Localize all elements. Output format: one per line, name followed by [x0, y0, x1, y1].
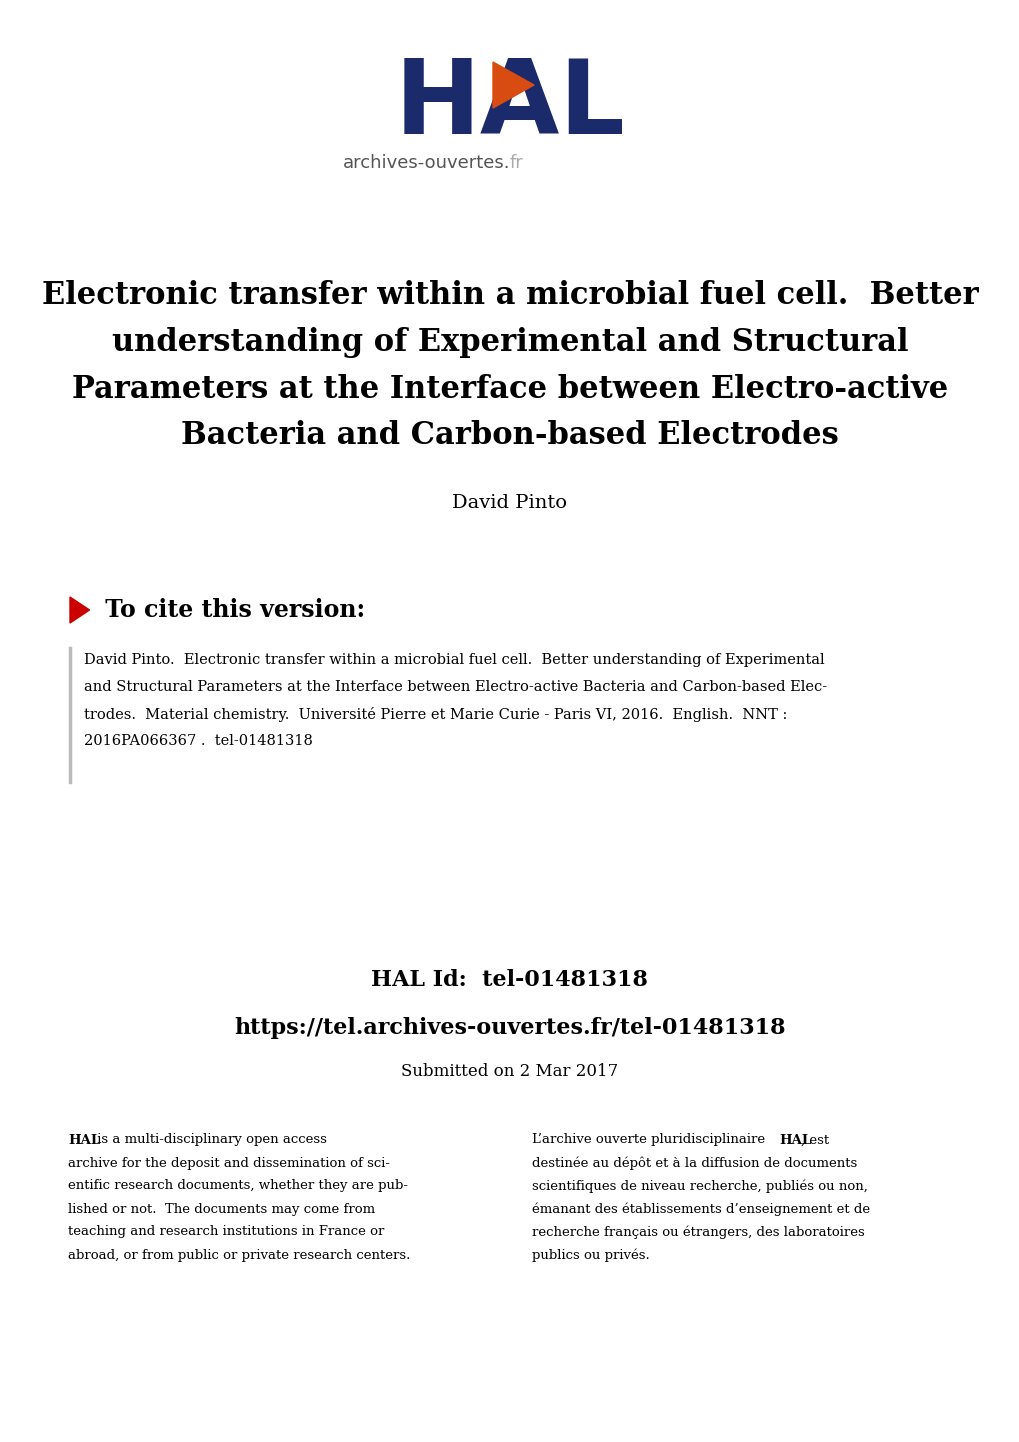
- Text: entific research documents, whether they are pub-: entific research documents, whether they…: [68, 1180, 408, 1193]
- Text: Bacteria and Carbon-based Electrodes: Bacteria and Carbon-based Electrodes: [181, 421, 838, 451]
- Text: Parameters at the Interface between Electro-active: Parameters at the Interface between Elec…: [71, 373, 948, 405]
- Text: 2016PA066367 .  tel-01481318: 2016PA066367 . tel-01481318: [84, 734, 313, 748]
- Text: lished or not.  The documents may come from: lished or not. The documents may come fr…: [68, 1203, 375, 1216]
- Text: archives-ouvertes.: archives-ouvertes.: [342, 154, 510, 172]
- Text: HAL: HAL: [779, 1133, 810, 1146]
- Text: archive for the deposit and dissemination of sci-: archive for the deposit and disseminatio…: [68, 1156, 389, 1169]
- Text: destinée au dépôt et à la diffusion de documents: destinée au dépôt et à la diffusion de d…: [532, 1156, 856, 1169]
- Text: HAL: HAL: [394, 55, 625, 156]
- Text: , est: , est: [800, 1133, 828, 1146]
- Text: Electronic transfer within a microbial fuel cell.  Better: Electronic transfer within a microbial f…: [42, 280, 977, 310]
- Text: understanding of Experimental and Structural: understanding of Experimental and Struct…: [112, 326, 907, 358]
- Polygon shape: [492, 62, 534, 108]
- Text: fr: fr: [510, 154, 523, 172]
- Text: To cite this version:: To cite this version:: [98, 598, 365, 622]
- Text: L’archive ouverte pluridisciplinaire: L’archive ouverte pluridisciplinaire: [532, 1133, 768, 1146]
- Text: abroad, or from public or private research centers.: abroad, or from public or private resear…: [68, 1249, 410, 1262]
- Text: HAL: HAL: [68, 1133, 100, 1146]
- Text: Submitted on 2 Mar 2017: Submitted on 2 Mar 2017: [401, 1064, 618, 1080]
- Text: trodes.  Material chemistry.  Université Pierre et Marie Curie - Paris VI, 2016.: trodes. Material chemistry. Université P…: [84, 707, 787, 721]
- Text: David Pinto.  Electronic transfer within a microbial fuel cell.  Better understa: David Pinto. Electronic transfer within …: [84, 653, 823, 668]
- Text: émanant des établissements d’enseignement et de: émanant des établissements d’enseignemen…: [532, 1203, 869, 1216]
- Text: scientifiques de niveau recherche, publiés ou non,: scientifiques de niveau recherche, publi…: [532, 1180, 867, 1193]
- Text: https://tel.archives-ouvertes.fr/tel-01481318: https://tel.archives-ouvertes.fr/tel-014…: [234, 1017, 785, 1040]
- Text: is a multi-disciplinary open access: is a multi-disciplinary open access: [93, 1133, 326, 1146]
- Text: and Structural Parameters at the Interface between Electro-active Bacteria and C: and Structural Parameters at the Interfa…: [84, 681, 826, 694]
- Text: HAL Id:  tel-01481318: HAL Id: tel-01481318: [371, 969, 648, 991]
- Text: publics ou privés.: publics ou privés.: [532, 1249, 649, 1262]
- Text: David Pinto: David Pinto: [452, 495, 567, 512]
- Polygon shape: [70, 597, 90, 623]
- Text: recherche français ou étrangers, des laboratoires: recherche français ou étrangers, des lab…: [532, 1226, 864, 1239]
- Text: teaching and research institutions in France or: teaching and research institutions in Fr…: [68, 1226, 384, 1239]
